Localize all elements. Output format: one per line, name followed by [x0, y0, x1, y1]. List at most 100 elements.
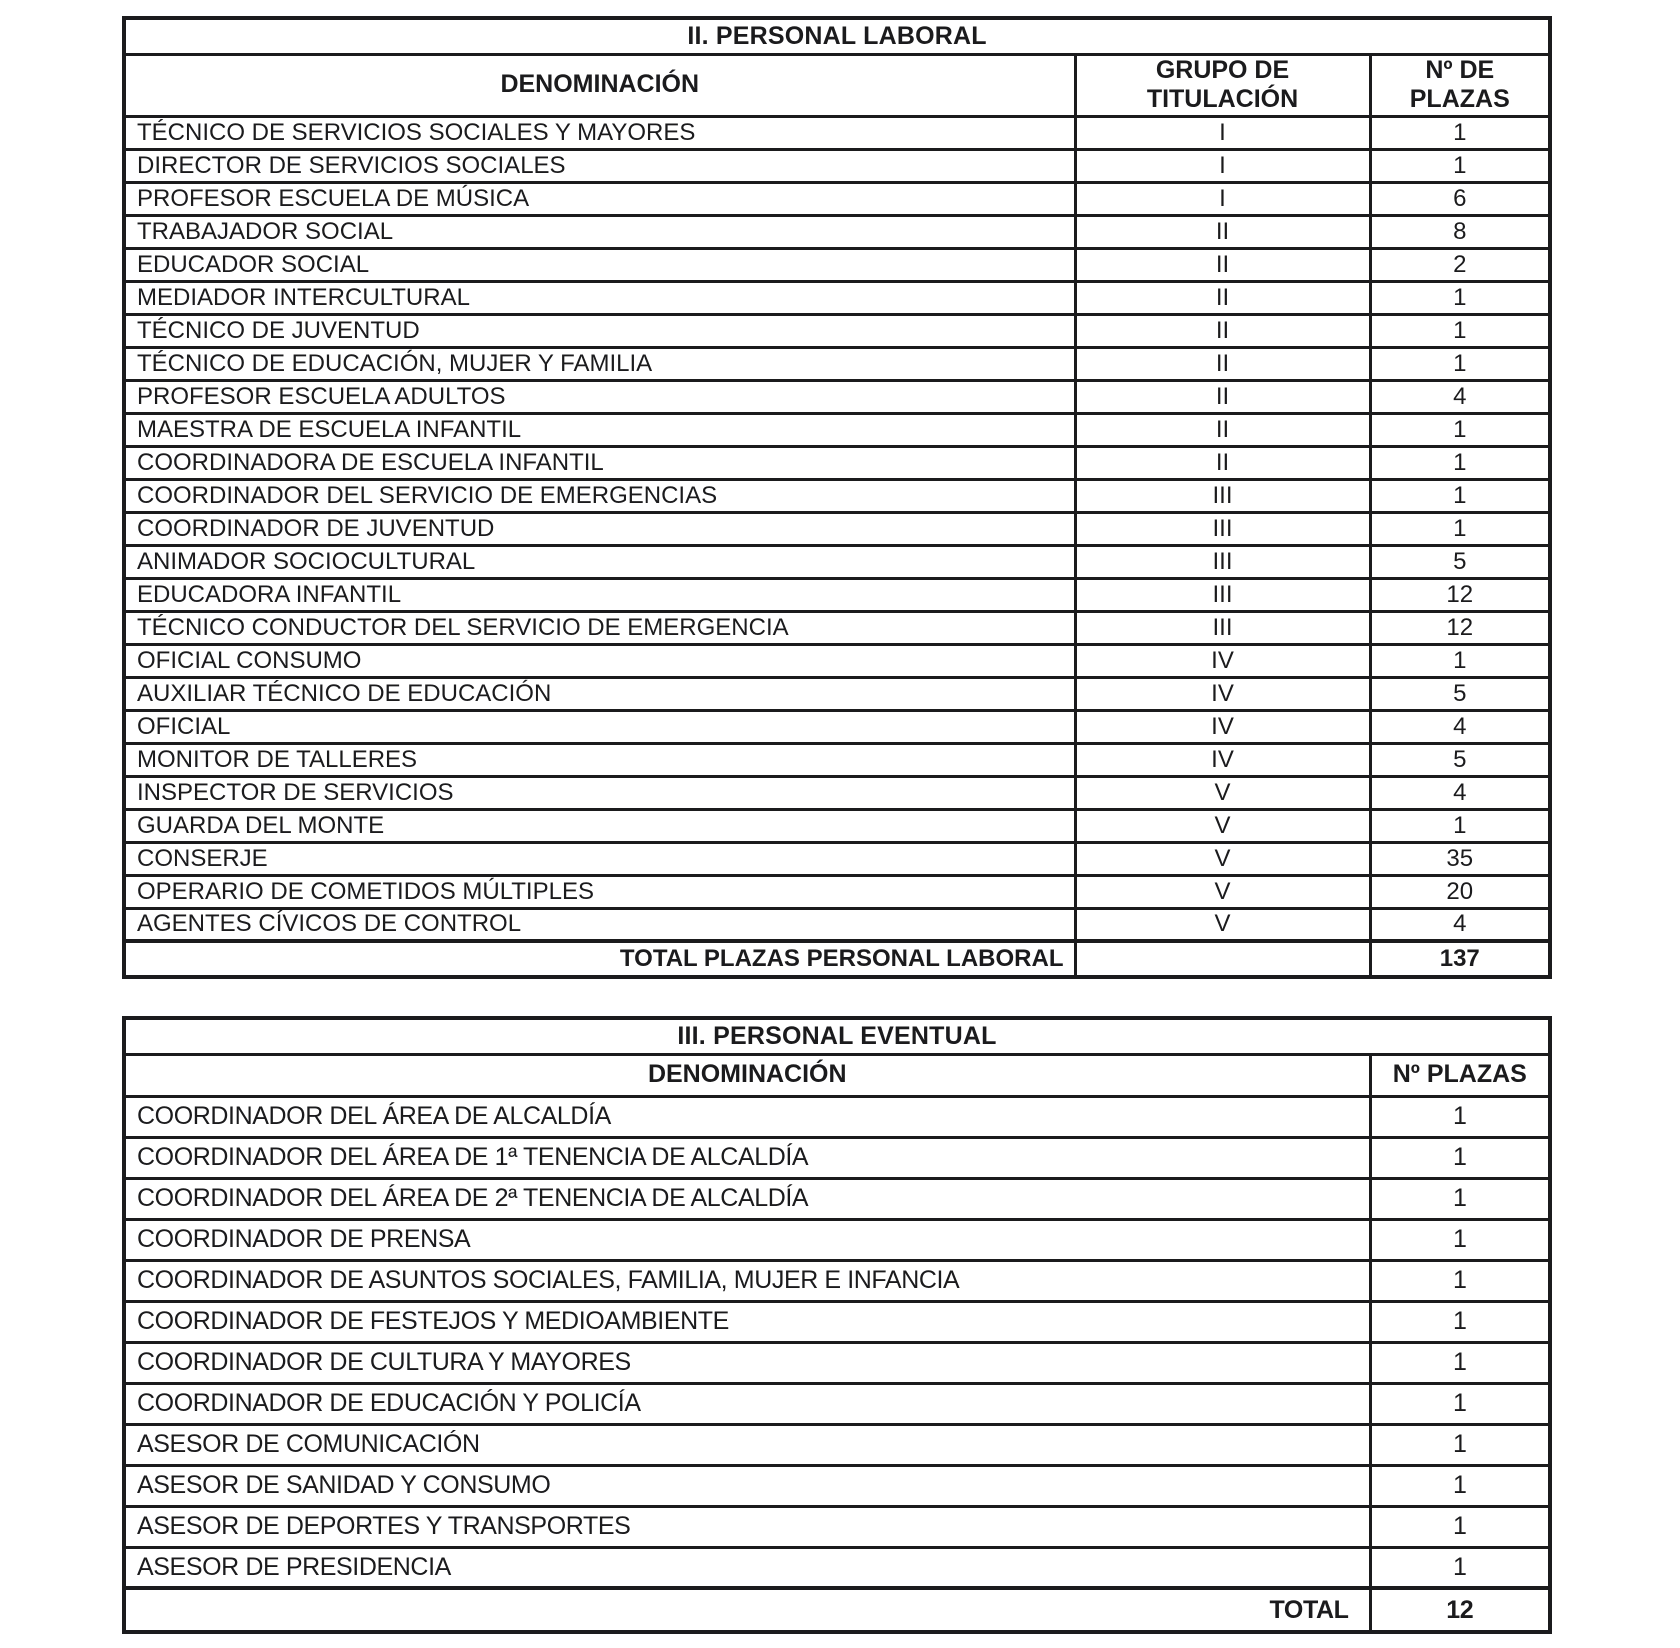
num-plazas-cell: 1: [1368, 147, 1552, 184]
total-row: TOTAL PLAZAS PERSONAL LABORAL 137: [122, 939, 1552, 979]
total-grupo-empty-cell: [1073, 939, 1372, 979]
num-plazas-cell: 20: [1368, 873, 1552, 910]
num-plazas-cell: 8: [1368, 213, 1552, 250]
column-header-num-plazas: Nº PLAZAS: [1368, 1052, 1552, 1098]
table-row: GUARDA DEL MONTE V 1: [122, 807, 1552, 844]
num-plazas-cell: 1: [1368, 345, 1552, 382]
denominacion-cell: ASESOR DE COMUNICACIÓN: [122, 1422, 1372, 1467]
column-header-num-plazas: Nº DE PLAZAS: [1368, 52, 1552, 118]
denominacion-cell: ANIMADOR SOCIOCULTURAL: [122, 543, 1077, 580]
table-row: PROFESOR ESCUELA DE MÚSICA I 6: [122, 180, 1552, 217]
denominacion-cell: COORDINADOR DE FESTEJOS Y MEDIOAMBIENTE: [122, 1299, 1372, 1344]
table-row: COORDINADOR DE CULTURA Y MAYORES 1: [122, 1340, 1552, 1385]
table-title-row: II. PERSONAL LABORAL: [122, 16, 1552, 56]
table-row: COORDINADOR DEL SERVICIO DE EMERGENCIAS …: [122, 477, 1552, 514]
total-value: 137: [1368, 939, 1552, 979]
denominacion-cell: OPERARIO DE COMETIDOS MÚLTIPLES: [122, 873, 1077, 910]
grupo-titulacion-cell: III: [1073, 477, 1372, 514]
denominacion-cell: TÉCNICO DE JUVENTUD: [122, 312, 1077, 349]
num-plazas-cell: 1: [1368, 1504, 1552, 1549]
table-header-row: DENOMINACIÓN Nº PLAZAS: [122, 1052, 1552, 1098]
table-title-row: III. PERSONAL EVENTUAL: [122, 1016, 1552, 1056]
grupo-titulacion-cell: IV: [1073, 642, 1372, 679]
table-row: EDUCADOR SOCIAL II 2: [122, 246, 1552, 283]
denominacion-cell: OFICIAL CONSUMO: [122, 642, 1077, 679]
table-row: ASESOR DE COMUNICACIÓN 1: [122, 1422, 1552, 1467]
denominacion-cell: ASESOR DE PRESIDENCIA: [122, 1545, 1372, 1590]
num-plazas-cell: 1: [1368, 312, 1552, 349]
denominacion-cell: EDUCADOR SOCIAL: [122, 246, 1077, 283]
denominacion-cell: INSPECTOR DE SERVICIOS: [122, 774, 1077, 811]
grupo-titulacion-cell: III: [1073, 543, 1372, 580]
num-plazas-cell: 1: [1368, 1217, 1552, 1262]
num-plazas-cell: 1: [1368, 279, 1552, 316]
num-plazas-cell: 5: [1368, 675, 1552, 712]
table-row: TÉCNICO CONDUCTOR DEL SERVICIO DE EMERGE…: [122, 609, 1552, 646]
table-row: COORDINADOR DE EDUCACIÓN Y POLICÍA 1: [122, 1381, 1552, 1426]
grupo-titulacion-cell: IV: [1073, 708, 1372, 745]
total-label: TOTAL: [122, 1586, 1372, 1634]
table-row: MEDIADOR INTERCULTURAL II 1: [122, 279, 1552, 316]
table-row: COORDINADORA DE ESCUELA INFANTIL II 1: [122, 444, 1552, 481]
grupo-titulacion-cell: III: [1073, 510, 1372, 547]
table-row: COORDINADOR DE FESTEJOS Y MEDIOAMBIENTE …: [122, 1299, 1552, 1344]
table-row: TRABAJADOR SOCIAL II 8: [122, 213, 1552, 250]
num-plazas-cell: 1: [1368, 1176, 1552, 1221]
denominacion-cell: TÉCNICO CONDUCTOR DEL SERVICIO DE EMERGE…: [122, 609, 1077, 646]
denominacion-cell: PROFESOR ESCUELA DE MÚSICA: [122, 180, 1077, 217]
denominacion-cell: COORDINADOR DEL ÁREA DE ALCALDÍA: [122, 1094, 1372, 1139]
denominacion-cell: OFICIAL: [122, 708, 1077, 745]
table-row: ASESOR DE PRESIDENCIA 1: [122, 1545, 1552, 1590]
table-row: ASESOR DE SANIDAD Y CONSUMO 1: [122, 1463, 1552, 1508]
total-row: TOTAL 12: [122, 1586, 1552, 1634]
table-row: AUXILIAR TÉCNICO DE EDUCACIÓN IV 5: [122, 675, 1552, 712]
denominacion-cell: TRABAJADOR SOCIAL: [122, 213, 1077, 250]
num-plazas-cell: 1: [1368, 1340, 1552, 1385]
personal-eventual-body: COORDINADOR DEL ÁREA DE ALCALDÍA 1 COORD…: [122, 1094, 1552, 1590]
num-plazas-cell: 6: [1368, 180, 1552, 217]
denominacion-cell: COORDINADOR DE EDUCACIÓN Y POLICÍA: [122, 1381, 1372, 1426]
num-plazas-cell: 1: [1368, 1258, 1552, 1303]
denominacion-cell: MEDIADOR INTERCULTURAL: [122, 279, 1077, 316]
column-header-grupo-titulacion: GRUPO DE TITULACIÓN: [1073, 52, 1372, 118]
num-plazas-cell: 1: [1368, 1381, 1552, 1426]
column-header-denominacion: DENOMINACIÓN: [122, 1052, 1372, 1098]
table-row: TÉCNICO DE JUVENTUD II 1: [122, 312, 1552, 349]
num-plazas-cell: 1: [1368, 1135, 1552, 1180]
table-row: OPERARIO DE COMETIDOS MÚLTIPLES V 20: [122, 873, 1552, 910]
num-plazas-cell: 1: [1368, 642, 1552, 679]
grupo-titulacion-cell: V: [1073, 906, 1372, 943]
grupo-titulacion-cell: V: [1073, 807, 1372, 844]
denominacion-cell: MONITOR DE TALLERES: [122, 741, 1077, 778]
denominacion-cell: COORDINADOR DE ASUNTOS SOCIALES, FAMILIA…: [122, 1258, 1372, 1303]
grupo-titulacion-cell: V: [1073, 873, 1372, 910]
column-header-denominacion: DENOMINACIÓN: [122, 52, 1077, 118]
grupo-titulacion-cell: II: [1073, 411, 1372, 448]
personal-laboral-table: II. PERSONAL LABORAL DENOMINACIÓN GRUPO …: [122, 16, 1553, 979]
grupo-titulacion-cell: IV: [1073, 741, 1372, 778]
num-plazas-cell: 1: [1368, 1299, 1552, 1344]
num-plazas-cell: 2: [1368, 246, 1552, 283]
num-plazas-cell: 1: [1368, 411, 1552, 448]
grupo-titulacion-cell: I: [1073, 147, 1372, 184]
table-row: COORDINADOR DE PRENSA 1: [122, 1217, 1552, 1262]
denominacion-cell: COORDINADOR DE CULTURA Y MAYORES: [122, 1340, 1372, 1385]
num-plazas-cell: 1: [1368, 510, 1552, 547]
table-header-row: DENOMINACIÓN GRUPO DE TITULACIÓN Nº DE P…: [122, 52, 1552, 118]
grupo-titulacion-cell: II: [1073, 312, 1372, 349]
denominacion-cell: COORDINADOR DE JUVENTUD: [122, 510, 1077, 547]
grupo-titulacion-cell: V: [1073, 840, 1372, 877]
table-row: ASESOR DE DEPORTES Y TRANSPORTES 1: [122, 1504, 1552, 1549]
table-row: CONSERJE V 35: [122, 840, 1552, 877]
total-value: 12: [1368, 1586, 1552, 1634]
num-plazas-cell: 4: [1368, 774, 1552, 811]
table-row: COORDINADOR DEL ÁREA DE ALCALDÍA 1: [122, 1094, 1552, 1139]
denominacion-cell: DIRECTOR DE SERVICIOS SOCIALES: [122, 147, 1077, 184]
grupo-titulacion-cell: II: [1073, 378, 1372, 415]
num-plazas-cell: 12: [1368, 609, 1552, 646]
num-plazas-cell: 35: [1368, 840, 1552, 877]
denominacion-cell: TÉCNICO DE EDUCACIÓN, MUJER Y FAMILIA: [122, 345, 1077, 382]
grupo-titulacion-cell: IV: [1073, 675, 1372, 712]
table-row: COORDINADOR DEL ÁREA DE 2ª TENENCIA DE A…: [122, 1176, 1552, 1221]
